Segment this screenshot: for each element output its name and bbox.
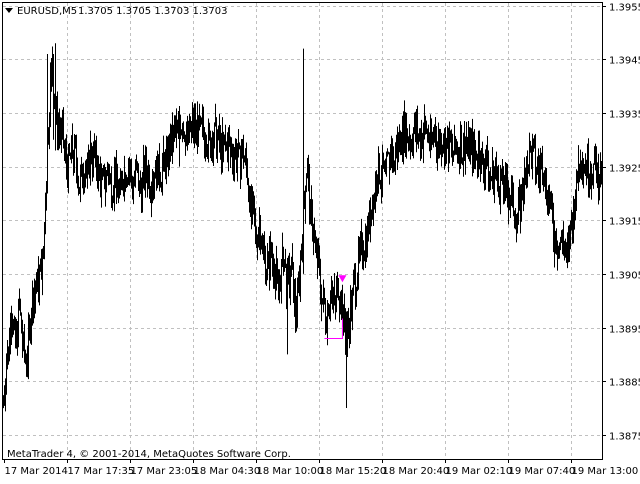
y-tick-label: 1.3915 bbox=[609, 217, 640, 228]
x-tick-label: 19 Mar 02:10 bbox=[446, 466, 513, 477]
x-tick-label: 17 Mar 2014 bbox=[5, 466, 68, 477]
y-tick-label: 1.3945 bbox=[609, 56, 640, 67]
y-tick-label: 1.3925 bbox=[609, 164, 640, 175]
y-tick-label: 1.3875 bbox=[609, 432, 640, 443]
price-bars bbox=[3, 43, 603, 412]
order-level-line bbox=[324, 318, 343, 339]
price-axis[interactable]: 1.3955 1.3945 1.3935 1.3925 1.3915 1.3905 1.38… bbox=[602, 3, 640, 443]
x-tick-label: 18 Mar 20:40 bbox=[383, 466, 450, 477]
x-tick-label: 19 Mar 07:40 bbox=[509, 466, 576, 477]
x-tick-label: 18 Mar 04:30 bbox=[194, 466, 261, 477]
trade-marker-icon[interactable] bbox=[338, 275, 347, 283]
y-tick-label: 1.3885 bbox=[609, 378, 640, 389]
chart-frame bbox=[2, 2, 603, 460]
y-tick-label: 1.3955 bbox=[609, 3, 640, 14]
y-tick-label: 1.3935 bbox=[609, 110, 640, 121]
ohlc-values: 1.3705 1.3705 1.3703 1.3703 bbox=[78, 6, 228, 17]
y-tick-label: 1.3895 bbox=[609, 325, 640, 336]
x-tick-label: 17 Mar 23:05 bbox=[131, 466, 198, 477]
copyright-text: MetaTrader 4, © 2001-2014, MetaQuotes So… bbox=[7, 449, 291, 460]
x-tick-label: 17 Mar 17:35 bbox=[68, 466, 135, 477]
grid bbox=[3, 3, 602, 459]
symbol-timeframe: EURUSD,M5 bbox=[17, 6, 77, 17]
x-tick-label: 19 Mar 13:00 bbox=[572, 466, 639, 477]
x-tick-label: 18 Mar 10:00 bbox=[257, 466, 324, 477]
x-tick-label: 18 Mar 15:20 bbox=[320, 466, 387, 477]
chart-annotations bbox=[324, 275, 347, 339]
triangle-down-icon[interactable] bbox=[5, 8, 13, 13]
y-tick-label: 1.3905 bbox=[609, 271, 640, 282]
